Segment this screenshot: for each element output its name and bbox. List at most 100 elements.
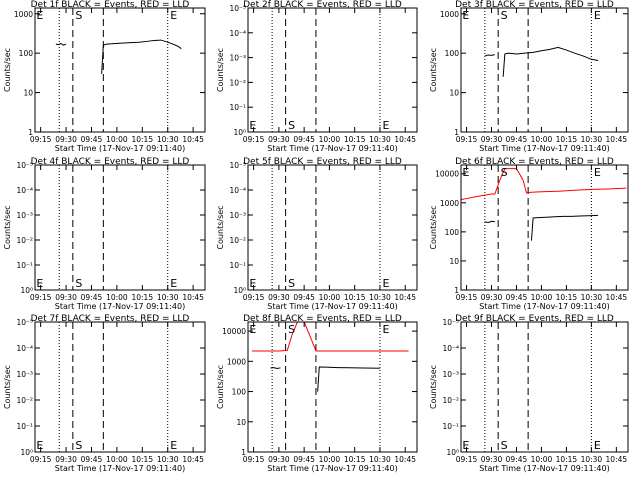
x-axis-title: Start Time (17-Nov-17 09:11:40) [55,302,185,311]
y-tick-label: 10⁻³ [16,370,33,379]
y-tick-label: 10⁻² [229,236,246,245]
plot-area [484,8,599,132]
y-tick-label: 100 [19,49,34,58]
x-axis-title: Start Time (17-Nov-17 09:11:40) [55,464,185,473]
event-label: E [382,119,389,132]
y-tick-label: 1000 [14,10,33,19]
x-tick-label: 09:15 [30,293,52,302]
y-tick-label: 10⁻³ [229,211,246,220]
x-tick-label: 10:15 [344,135,366,144]
plot-area [58,322,169,452]
y-axis-title: Counts/sec [429,48,438,92]
plot-frame [460,7,629,133]
y-tick-label: 1 [454,286,459,295]
x-tick-label: 09:45 [506,293,528,302]
event-label: E [36,439,43,452]
x-tick-label: 09:30 [268,293,290,302]
y-tick-label: 10 [449,257,459,266]
x-tick-label: 09:15 [243,135,265,144]
x-axis-title: Start Time (17-Nov-17 09:11:40) [479,144,609,153]
y-tick-label: 10⁻⁵ [442,318,459,327]
chart-title: Det 2f BLACK = Events, RED = LLD [243,0,402,10]
event-label: S [501,439,508,452]
x-tick-label: 10:30 [581,135,603,144]
chart-title: Det 5f BLACK = Events, RED = LLD [243,157,402,167]
x-tick-label: 10:30 [581,293,603,302]
y-tick-label: 10⁻² [16,236,33,245]
x-tick-label: 10:45 [182,455,204,464]
x-tick-label: 10:00 [531,293,553,302]
x-tick-label: 09:15 [30,455,52,464]
plot-area [484,322,592,452]
event-label: E [594,166,601,179]
y-tick-label: 10⁻⁵ [229,161,246,170]
y-tick-label: 10⁻² [442,396,459,405]
x-tick-label: 10:15 [556,293,578,302]
x-tick-label: 10:45 [182,293,204,302]
y-tick-label: 10000 [435,170,459,179]
y-tick-label: 10⁻⁴ [442,344,459,353]
event-label: E [170,277,177,290]
x-tick-label: 10:00 [106,135,128,144]
x-tick-label: 10:15 [131,135,153,144]
plot-frame [34,7,206,133]
x-tick-label: 10:45 [394,455,416,464]
y-axis-title: Counts/sec [216,205,225,249]
event-label: E [382,277,389,290]
x-tick-label: 10:00 [531,135,553,144]
x-tick-label: 09:30 [481,455,503,464]
y-tick-label: 1000 [440,10,459,19]
x-tick-label: 09:30 [55,293,77,302]
y-tick-label: 10 [449,89,459,98]
x-tick-label: 10:30 [581,455,603,464]
y-tick-label: 10⁻⁴ [16,186,33,195]
x-tick-label: 09:15 [30,135,52,144]
y-tick-label: 100 [232,388,247,397]
event-label: E [249,119,256,132]
event-label: E [462,9,469,22]
y-tick-label: 10⁰ [20,286,33,295]
x-tick-label: 10:00 [319,135,341,144]
event-label: S [75,439,82,452]
x-tick-label: 09:30 [55,455,77,464]
x-tick-label: 10:45 [606,135,628,144]
event-label: E [36,9,43,22]
x-tick-label: 10:00 [106,455,128,464]
plot-frame [247,321,418,453]
y-tick-label: 10⁰ [233,128,246,137]
x-tick-label: 09:45 [293,455,315,464]
x-tick-label: 09:30 [481,135,503,144]
event-label: E [382,323,389,336]
x-tick-label: 09:45 [506,135,528,144]
y-tick-label: 10 [236,418,246,427]
y-tick-label: 100 [445,228,460,237]
event-label: E [462,439,469,452]
x-axis-title: Start Time (17-Nov-17 09:11:40) [479,464,609,473]
y-axis-title: Counts/sec [429,205,438,249]
y-tick-label: 10⁻³ [442,370,459,379]
event-label: E [594,9,601,22]
y-tick-label: 10⁻¹ [229,261,246,270]
event-label: E [249,277,256,290]
y-tick-label: 10⁻³ [16,211,33,220]
y-tick-label: 10000 [222,327,246,336]
event-label: S [75,277,82,290]
y-tick-label: 10⁰ [446,448,459,457]
plot-area [271,8,381,132]
x-tick-label: 09:45 [506,455,528,464]
y-axis-title: Counts/sec [3,365,12,409]
series-line [461,168,627,200]
x-tick-label: 10:30 [157,135,179,144]
y-tick-label: 10⁻¹ [16,261,33,270]
plot-frame [460,321,629,453]
y-axis-title: Counts/sec [3,205,12,249]
event-label: S [501,166,508,179]
y-tick-label: 10⁻⁵ [229,4,246,13]
x-tick-label: 10:15 [131,455,153,464]
y-tick-label: 10⁻⁴ [229,29,246,38]
x-tick-label: 09:15 [456,455,478,464]
event-label: E [594,439,601,452]
x-tick-label: 10:00 [319,293,341,302]
